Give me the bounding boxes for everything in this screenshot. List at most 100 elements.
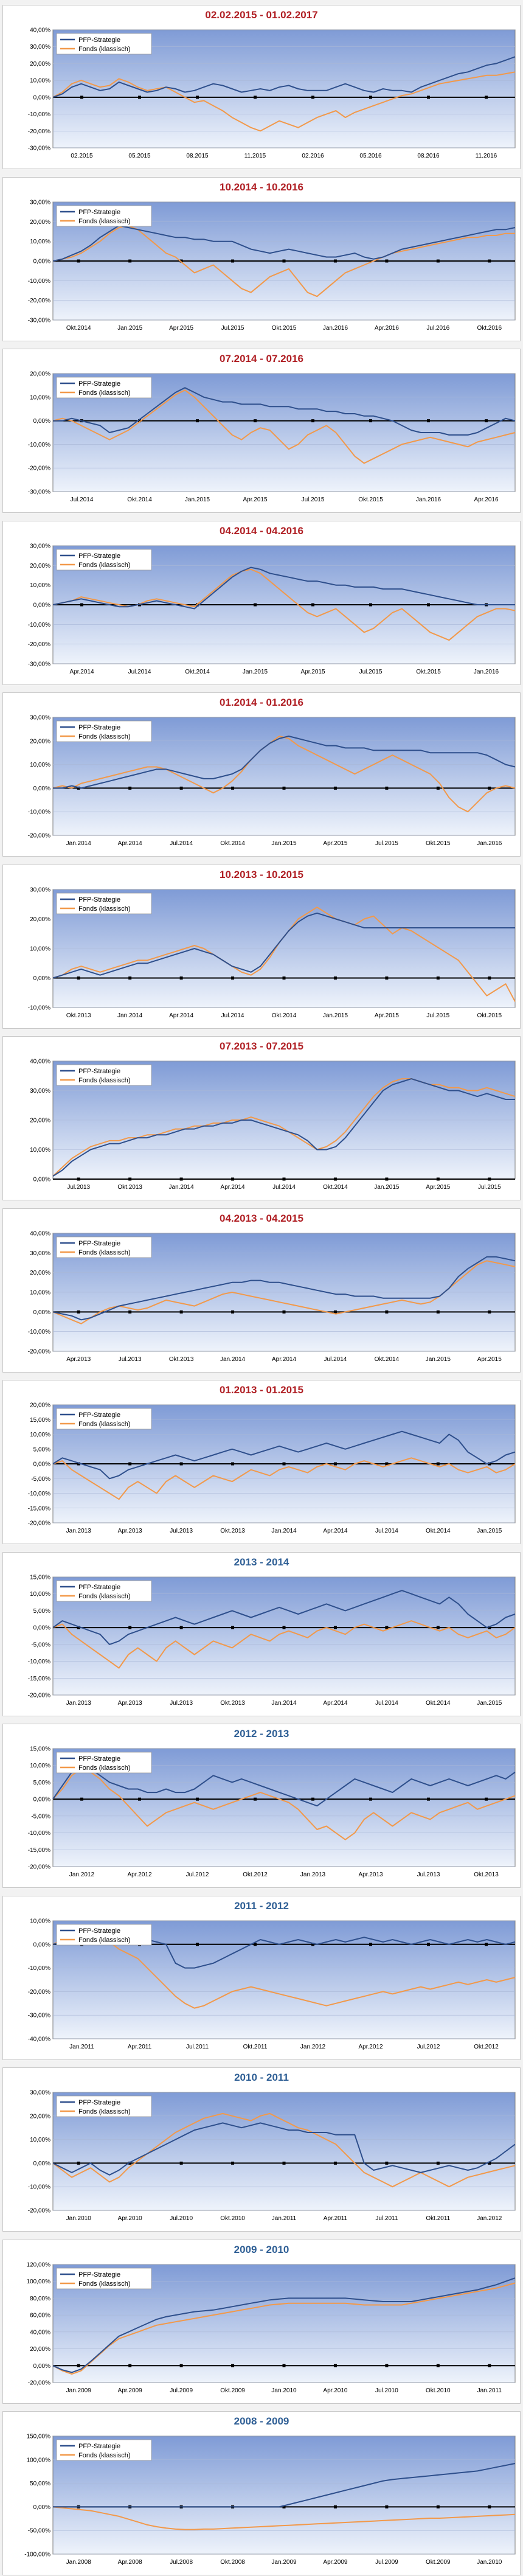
zero-marker — [128, 1626, 132, 1629]
y-tick-label: -50,00% — [28, 2528, 50, 2535]
zero-marker — [179, 1177, 183, 1181]
zero-marker — [436, 2364, 440, 2367]
chart-title: 2008 - 2009 — [234, 2415, 289, 2427]
y-tick-label: -15,00% — [28, 1505, 50, 1512]
y-tick-label: 10,00% — [30, 1763, 50, 1769]
x-tick-label: 11.2015 — [244, 153, 266, 159]
zero-marker — [333, 2505, 337, 2508]
x-tick-label: Jan.2014 — [117, 1012, 143, 1019]
x-tick-label: Okt.2011 — [426, 2215, 450, 2222]
x-tick-label: Jan.2010 — [271, 2387, 297, 2394]
legend-label-fund: Fonds (klassisch) — [78, 46, 131, 53]
y-tick-label: 20,00% — [30, 371, 50, 378]
x-tick-label: Jul.2014 — [375, 1700, 398, 1707]
y-tick-label: 10,00% — [30, 78, 50, 85]
y-tick-label: 0,00% — [33, 258, 50, 265]
legend-label-strategy: PFP-Strategie — [78, 2443, 120, 2450]
y-tick-label: 30,00% — [30, 44, 50, 50]
series-line-strategy — [52, 225, 516, 262]
x-tick-label: Okt.2010 — [426, 2387, 451, 2394]
y-tick-label: 150,00% — [27, 2434, 51, 2440]
zero-marker — [427, 1797, 430, 1801]
x-tick-label: Jan.2013 — [66, 1528, 92, 1534]
x-tick-label: Apr.2010 — [323, 2387, 347, 2394]
zero-marker — [254, 1942, 257, 1946]
x-tick-label: Apr.2015 — [169, 325, 193, 332]
zero-marker — [254, 419, 257, 423]
x-tick-label: Okt.2012 — [474, 2044, 499, 2050]
zero-marker — [385, 1177, 389, 1181]
x-tick-label: Jul.2014 — [221, 1012, 244, 1019]
series-line-fund — [52, 1259, 516, 1325]
zero-marker — [385, 1462, 389, 1466]
x-tick-label: Okt.2014 — [426, 1528, 451, 1534]
zero-marker — [436, 1177, 440, 1181]
zero-marker — [369, 1797, 372, 1801]
zero-marker — [179, 259, 183, 262]
x-tick-label: 05.2015 — [128, 153, 151, 159]
zero-marker — [485, 419, 488, 423]
legend-label-fund: Fonds (klassisch) — [78, 1593, 131, 1600]
x-tick-label: Apr.2013 — [358, 1871, 383, 1878]
chart-title: 01.2014 - 01.2016 — [219, 697, 303, 708]
x-tick-label: Okt.2013 — [474, 1871, 499, 1878]
zero-marker — [77, 259, 80, 262]
y-tick-label: 0,00% — [33, 2160, 50, 2167]
legend-box — [56, 720, 152, 742]
y-tick-label: 5,00% — [33, 1780, 50, 1786]
x-tick-label: Apr.2012 — [127, 1871, 151, 1878]
y-tick-label: 10,00% — [30, 394, 50, 401]
y-tick-label: 20,00% — [30, 738, 50, 745]
zero-marker — [311, 1942, 314, 1946]
y-tick-label: 30,00% — [30, 543, 50, 549]
zero-marker — [138, 1797, 141, 1801]
zero-marker — [231, 1626, 235, 1629]
zero-marker — [80, 603, 83, 606]
x-tick-label: Jan.2014 — [220, 1356, 246, 1363]
x-tick-label: Jan.2014 — [271, 1528, 297, 1534]
zero-marker — [488, 1310, 491, 1314]
zero-marker — [436, 1462, 440, 1466]
chart-panel: 2012 - 2013 15,00% 10,00% 5,00% 0,00% -5,00% -… — [2, 1724, 521, 1888]
zero-marker — [231, 2364, 235, 2367]
legend-label-strategy: PFP-Strategie — [78, 896, 120, 903]
zero-marker — [179, 2161, 183, 2165]
y-tick-label: 0,00% — [33, 1461, 50, 1468]
y-tick-label: -10,00% — [28, 1659, 50, 1665]
y-tick-label: 10,00% — [30, 1432, 50, 1438]
x-tick-label: Apr.2014 — [118, 840, 142, 847]
legend-box — [56, 377, 152, 399]
y-tick-label: -40,00% — [28, 2036, 50, 2042]
y-tick-label: 60,00% — [30, 2312, 50, 2319]
y-tick-label: 0,00% — [33, 2362, 50, 2369]
legend-box — [56, 2268, 152, 2289]
x-tick-label: Jan.2011 — [69, 2044, 94, 2050]
chart-title: 2010 - 2011 — [234, 2072, 289, 2083]
y-tick-label: 30,00% — [30, 2090, 50, 2097]
y-tick-label: 50,00% — [30, 2480, 50, 2487]
y-tick-label: -10,00% — [28, 1491, 50, 1497]
legend-box — [56, 1752, 152, 1774]
x-tick-label: Jul.2011 — [186, 2044, 209, 2050]
y-tick-label: 30,00% — [30, 1088, 50, 1095]
x-tick-label: Jul.2015 — [375, 840, 398, 847]
chart-svg: 30,00% 20,00% 10,00% 0,00% -10,00% Okt.2013 Ja… — [28, 886, 516, 1019]
zero-marker — [436, 1626, 440, 1629]
x-tick-label: Jan.2014 — [271, 1700, 297, 1707]
y-tick-label: 0,00% — [33, 2504, 50, 2511]
zero-marker — [488, 1626, 491, 1629]
zero-marker — [196, 1942, 199, 1946]
x-tick-label: Jul.2014 — [128, 669, 151, 675]
y-tick-label: -10,00% — [28, 111, 50, 118]
zero-marker — [128, 1310, 132, 1314]
x-tick-label: Jan.2011 — [477, 2387, 502, 2394]
zero-marker — [196, 96, 199, 99]
zero-marker — [333, 2161, 337, 2165]
legend-label-strategy: PFP-Strategie — [78, 1584, 120, 1591]
y-tick-label: -20,00% — [28, 1520, 50, 1527]
zero-marker — [369, 603, 372, 606]
x-tick-label: Jan.2009 — [66, 2387, 92, 2394]
x-tick-label: Okt.2008 — [220, 2559, 245, 2566]
y-tick-label: -30,00% — [28, 661, 50, 667]
series-line-fund — [52, 389, 516, 464]
